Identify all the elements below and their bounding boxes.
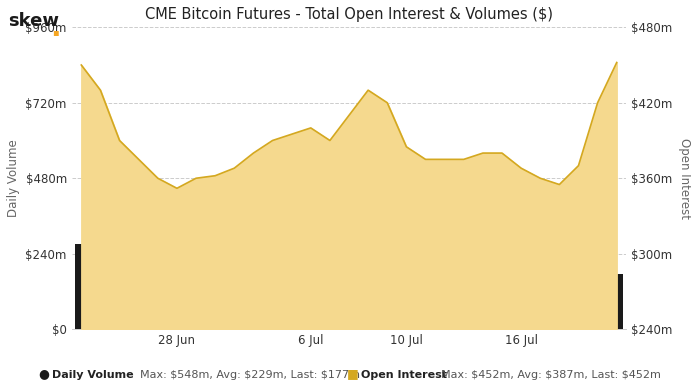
Bar [457, 287, 470, 329]
Text: Max: $548m, Avg: $229m, Last: $177m: Max: $548m, Avg: $229m, Last: $177m [140, 370, 359, 380]
Y-axis label: Open Interest: Open Interest [678, 138, 691, 219]
Text: Daily Volume: Daily Volume [52, 370, 134, 380]
Bar [572, 244, 585, 329]
Bar [400, 282, 413, 329]
Bar [151, 282, 164, 329]
Bar [438, 284, 451, 329]
Bar [113, 225, 126, 329]
Text: ●: ● [38, 368, 50, 380]
Y-axis label: Daily Volume: Daily Volume [7, 139, 20, 217]
Bar [515, 301, 527, 329]
Bar [477, 280, 489, 329]
Bar [267, 244, 279, 329]
Bar [611, 273, 623, 329]
Bar [133, 260, 145, 329]
Text: ■: ■ [347, 368, 359, 380]
Bar [591, 298, 604, 329]
Text: .: . [50, 14, 61, 42]
Bar [209, 232, 221, 329]
Bar [247, 232, 260, 329]
Bar [75, 244, 87, 329]
Text: Open Interest: Open Interest [361, 370, 447, 380]
Bar [496, 285, 508, 329]
Bar [343, 241, 355, 329]
Bar [324, 247, 336, 329]
Title: CME Bitcoin Futures - Total Open Interest & Volumes ($): CME Bitcoin Futures - Total Open Interes… [145, 7, 553, 22]
Bar [190, 251, 202, 329]
Bar [534, 280, 547, 329]
Bar [362, 296, 374, 329]
Bar [285, 291, 298, 329]
Bar [304, 238, 317, 329]
Bar [171, 280, 183, 329]
Bar [381, 244, 394, 329]
Bar [94, 157, 107, 329]
Bar [419, 280, 431, 329]
Bar [228, 225, 241, 329]
Bar [553, 285, 565, 329]
Text: skew: skew [8, 12, 59, 30]
Text: Max: $452m, Avg: $387m, Last: $452m: Max: $452m, Avg: $387m, Last: $452m [441, 370, 661, 380]
